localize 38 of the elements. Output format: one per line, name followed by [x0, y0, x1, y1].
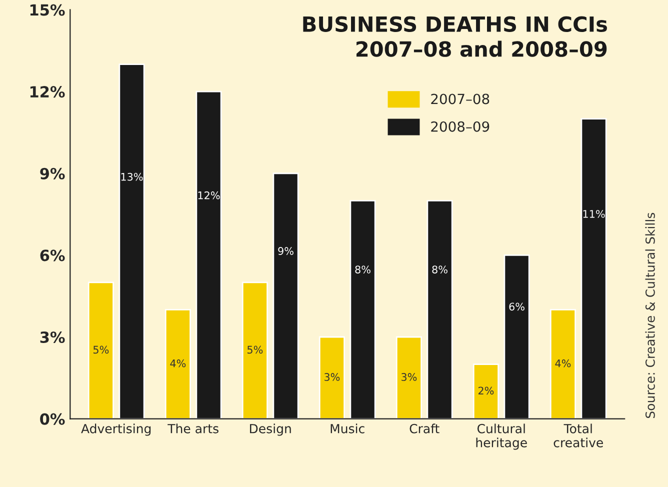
x-tick-label: Advertising [81, 424, 151, 436]
data-label: 12% [198, 191, 220, 200]
legend-label: 2008–09 [431, 121, 490, 132]
x-tick-label: Music [330, 424, 364, 434]
bar [242, 282, 268, 419]
bar [318, 336, 345, 419]
text: BUSINESS DEATHS IN CCIs 2007–08 and 2008–09 [303, 16, 607, 57]
bar [88, 282, 114, 419]
data-label: 5% [93, 346, 109, 354]
x-tick-label: Design [250, 424, 291, 436]
x-tick-label: Craft [410, 424, 440, 434]
data-label: 6% [509, 302, 524, 311]
data-label: 3% [401, 373, 417, 381]
y-tick-label: 15% [30, 4, 65, 16]
data-label: 4% [170, 359, 186, 368]
bar [472, 364, 499, 419]
data-label: 9% [278, 247, 294, 255]
source-note: Source: Creative & Cultural Skills [645, 212, 655, 418]
legend-label: 2007–08 [431, 94, 490, 104]
y-tick-label: 12% [30, 86, 65, 98]
bar [164, 309, 191, 419]
x-tick-label: Total creative [554, 424, 603, 448]
y-tick-label: 3% [40, 331, 65, 344]
data-label: 4% [555, 359, 571, 368]
y-tick-label: 0% [40, 413, 65, 425]
bar [396, 336, 422, 419]
data-label: 3% [324, 373, 340, 381]
data-label: 2% [478, 386, 494, 395]
data-label: 5% [247, 346, 263, 354]
y-tick-label: 6% [40, 250, 65, 262]
x-tick-label: The arts [168, 424, 218, 434]
y-tick-label: 9% [40, 168, 65, 180]
data-label: 8% [355, 266, 370, 274]
data-label: 11% [583, 210, 605, 218]
data-label: 13% [121, 172, 143, 181]
data-label: 8% [432, 266, 448, 274]
x-tick-label: Cultural heritage [476, 424, 527, 450]
bar [550, 309, 576, 419]
